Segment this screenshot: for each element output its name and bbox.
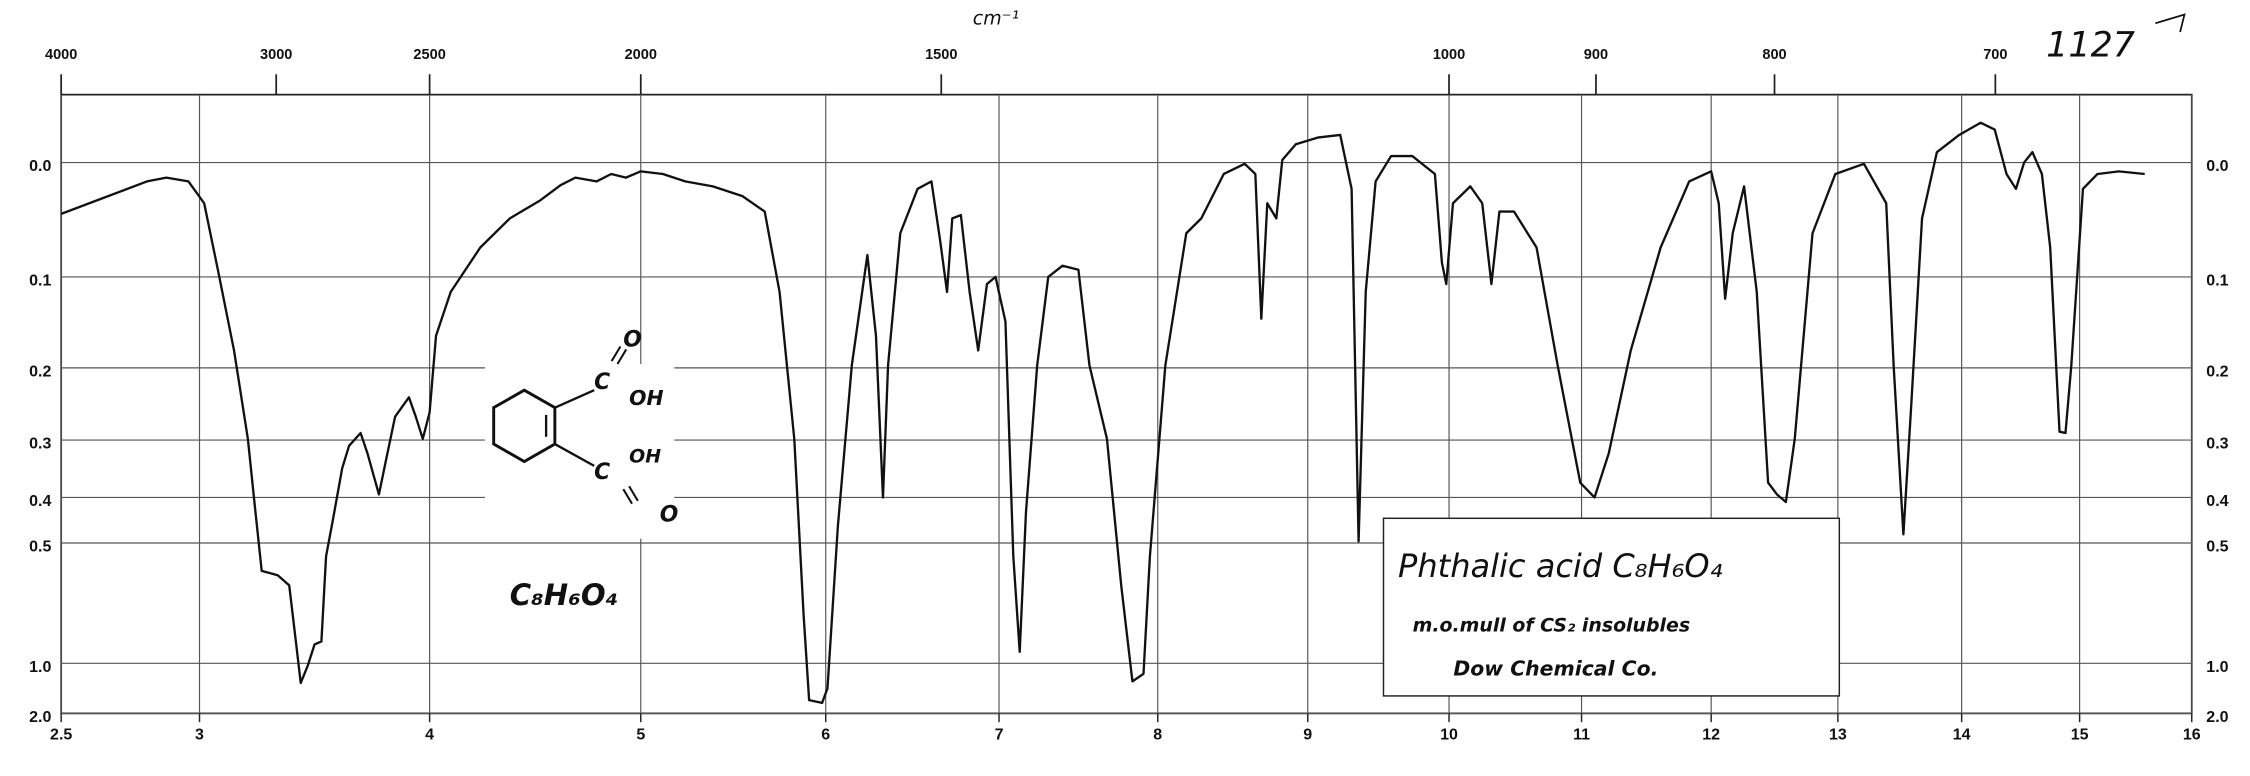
y-tick-label-right: 0.0 [2206, 158, 2228, 175]
y-tick-label: 0.5 [29, 539, 51, 556]
spectrum-line [60, 121, 2145, 705]
caption-title: Phthalic acid C₈H₆O₄ [1398, 547, 1723, 585]
x2-tick-label: 700 [1983, 47, 2007, 63]
y-tick-label: 0.1 [29, 273, 51, 290]
x-tick-label: 7 [995, 726, 1004, 743]
double-bond [616, 348, 628, 365]
bond [554, 443, 595, 467]
x-tick-label: 16 [2183, 726, 2201, 743]
x-tick-label: 4 [425, 726, 434, 743]
x2-tick-label: 4000 [45, 47, 77, 63]
x-tick-label: 14 [1953, 726, 1971, 743]
x2-tick-label: 1000 [1433, 47, 1465, 63]
structure-label: O [660, 502, 679, 527]
x-tick-label: 2.5 [50, 726, 72, 743]
corner-mark [2155, 13, 2186, 33]
x2-tick-label: 2500 [413, 47, 445, 63]
double-bond [622, 488, 633, 505]
y-tick-label: 2.0 [29, 709, 51, 726]
x-tick-label: 15 [2071, 726, 2089, 743]
double-bond [628, 485, 639, 502]
caption-line: m.o.mull of CS₂ insolubles [1413, 615, 1690, 637]
y-tick-label: 0.2 [29, 363, 51, 380]
caption-bg [1382, 517, 1841, 697]
caption-box: Phthalic acid C₈H₆O₄ m.o.mull of CS₂ ins… [1382, 517, 1841, 697]
structure-label: O [623, 328, 642, 353]
y-tick-label-right: 1.0 [2206, 659, 2228, 676]
y-tick-label-right: 0.3 [2206, 436, 2228, 453]
caption-line: Dow Chemical Co. [1453, 657, 1658, 681]
x-tick-label: 12 [1702, 726, 1720, 743]
structure-label: OH [629, 386, 663, 410]
x-tick-label: 6 [821, 726, 830, 743]
y-tick-label: 0.3 [29, 436, 51, 453]
y-tick-label-right: 2.0 [2206, 709, 2228, 726]
structure-label: OH [629, 446, 661, 468]
y-tick-label: 1.0 [29, 659, 51, 676]
y-tick-label-right: 0.5 [2206, 539, 2228, 556]
formula-note: C₈H₆O₄ [510, 578, 619, 612]
x2-tick-label: 3000 [260, 47, 292, 63]
double-bond [610, 345, 622, 362]
x-tick-label: 10 [1440, 726, 1458, 743]
x2-tick-label: 800 [1762, 47, 1786, 63]
x2-tick-label: 900 [1584, 47, 1608, 63]
x-tick-label: 11 [1573, 726, 1590, 743]
y-tick-label-right: 0.4 [2206, 493, 2228, 510]
x2-unit-label: cm⁻¹ [973, 7, 1019, 29]
x2-tick-label: 1500 [925, 47, 957, 63]
y-tick-label-right: 0.2 [2206, 363, 2228, 380]
structure: O C OH C OH O C₈H₆O₄ [484, 328, 679, 612]
axes: 2.5 3 4 5 6 7 8 9 10 11 12 13 14 15 16 4000 3000 2500 2000… [29, 47, 2229, 743]
x2-tick-label: 2000 [625, 47, 657, 63]
structure-label: C [594, 460, 610, 485]
x-tick-label: 8 [1153, 726, 1162, 743]
y-tick-label: 0.0 [29, 158, 51, 175]
x-tick-label: 9 [1303, 726, 1312, 743]
x-tick-label: 13 [1829, 726, 1847, 743]
structure-label: C [594, 370, 610, 395]
bond [554, 389, 595, 409]
y-tick-label: 0.4 [29, 493, 51, 510]
catalog-number: 1127 [2046, 26, 2135, 66]
x-tick-label: 5 [636, 726, 645, 743]
x-tick-label: 3 [195, 726, 204, 743]
y-tick-label-right: 0.1 [2206, 273, 2228, 290]
